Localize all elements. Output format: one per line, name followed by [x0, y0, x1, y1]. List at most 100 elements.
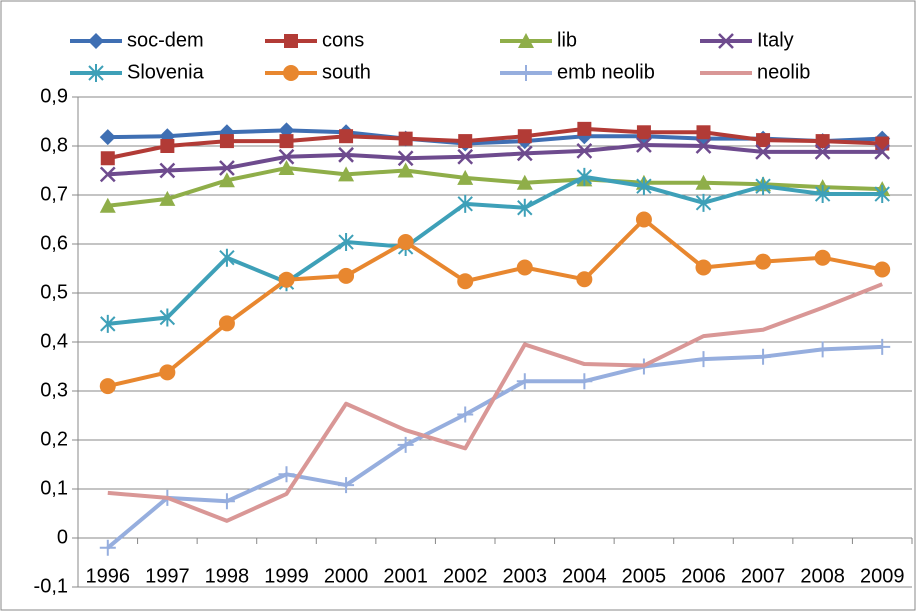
legend-label: Slovenia — [127, 61, 205, 83]
marker — [159, 308, 176, 327]
x-tick-label: 1999 — [264, 565, 309, 587]
marker — [576, 167, 593, 186]
legend-marker — [88, 33, 104, 49]
line — [107, 174, 883, 326]
marker — [159, 364, 176, 381]
marker — [339, 129, 354, 144]
marker — [397, 436, 414, 453]
marker — [576, 271, 593, 288]
marker — [458, 134, 473, 149]
marker — [695, 193, 712, 212]
marker — [457, 406, 474, 423]
marker — [219, 160, 235, 176]
line — [107, 282, 883, 523]
legend-marker — [718, 33, 734, 49]
marker — [636, 125, 651, 140]
legend-marker — [284, 34, 298, 48]
y-tick-label: 0,4 — [40, 330, 68, 352]
marker — [457, 169, 474, 185]
marker — [457, 194, 473, 213]
marker — [100, 314, 116, 333]
marker — [814, 341, 831, 358]
marker — [576, 143, 593, 159]
marker — [219, 248, 235, 267]
marker — [159, 190, 176, 206]
line — [107, 143, 883, 177]
legend-label: Italy — [757, 29, 794, 51]
marker — [814, 143, 831, 160]
marker — [516, 373, 533, 390]
marker — [338, 233, 354, 252]
marker — [755, 177, 771, 196]
marker — [577, 121, 592, 136]
marker — [397, 150, 414, 167]
marker — [695, 174, 712, 190]
marker — [338, 166, 355, 182]
series — [107, 282, 883, 523]
x-tick-label: 2005 — [622, 565, 667, 587]
x-tick-label: 2006 — [681, 565, 726, 587]
marker — [338, 267, 355, 284]
marker — [874, 185, 890, 204]
marker — [874, 143, 891, 160]
marker — [278, 148, 295, 165]
marker — [517, 198, 533, 217]
line — [107, 166, 883, 208]
marker — [814, 249, 831, 266]
marker — [218, 172, 235, 188]
marker — [756, 133, 771, 148]
marker — [219, 134, 234, 149]
marker — [815, 134, 830, 149]
series — [100, 121, 890, 166]
x-tick-label: 2007 — [741, 565, 786, 587]
y-tick-label: 0,1 — [40, 477, 68, 499]
marker — [814, 185, 831, 204]
x-tick-label: 1996 — [86, 565, 131, 587]
marker — [517, 129, 532, 144]
y-tick-label: 0,6 — [40, 232, 68, 254]
legend-marker — [518, 33, 534, 48]
legend-marker — [88, 64, 104, 82]
marker — [695, 259, 712, 276]
x-tick-label: 2001 — [383, 565, 428, 587]
y-tick-label: 0,5 — [40, 281, 68, 303]
marker — [457, 148, 474, 165]
marker — [160, 139, 175, 153]
line — [107, 126, 883, 161]
marker — [278, 271, 295, 288]
y-tick-label: 0,8 — [40, 134, 68, 156]
y-tick-label: 0,9 — [40, 85, 68, 107]
series — [99, 137, 891, 183]
marker — [338, 477, 355, 494]
marker — [755, 143, 771, 160]
marker — [397, 162, 414, 178]
series — [99, 211, 891, 395]
y-tick-label: 0,3 — [40, 379, 68, 401]
marker — [99, 166, 116, 183]
marker — [99, 197, 116, 213]
marker — [218, 315, 235, 332]
marker — [278, 466, 295, 483]
y-tick-label: 0 — [57, 526, 68, 548]
x-tick-label: 2004 — [562, 565, 607, 587]
marker — [636, 137, 652, 153]
marker — [397, 234, 414, 251]
marker — [100, 151, 115, 166]
marker — [696, 125, 711, 140]
marker — [278, 160, 295, 176]
legend-marker — [518, 65, 534, 81]
marker — [636, 177, 652, 196]
y-tick-label: 0,2 — [40, 428, 68, 450]
y-tick-label: 0,7 — [40, 183, 68, 205]
marker — [576, 373, 593, 390]
marker — [516, 145, 533, 162]
marker — [218, 493, 235, 510]
legend-label: soc-dem — [127, 29, 204, 51]
x-tick-label: 2008 — [800, 565, 845, 587]
marker — [516, 259, 533, 276]
marker — [99, 129, 116, 146]
y-tick-label: -0,1 — [34, 575, 68, 597]
legend-label: emb neolib — [557, 61, 655, 83]
